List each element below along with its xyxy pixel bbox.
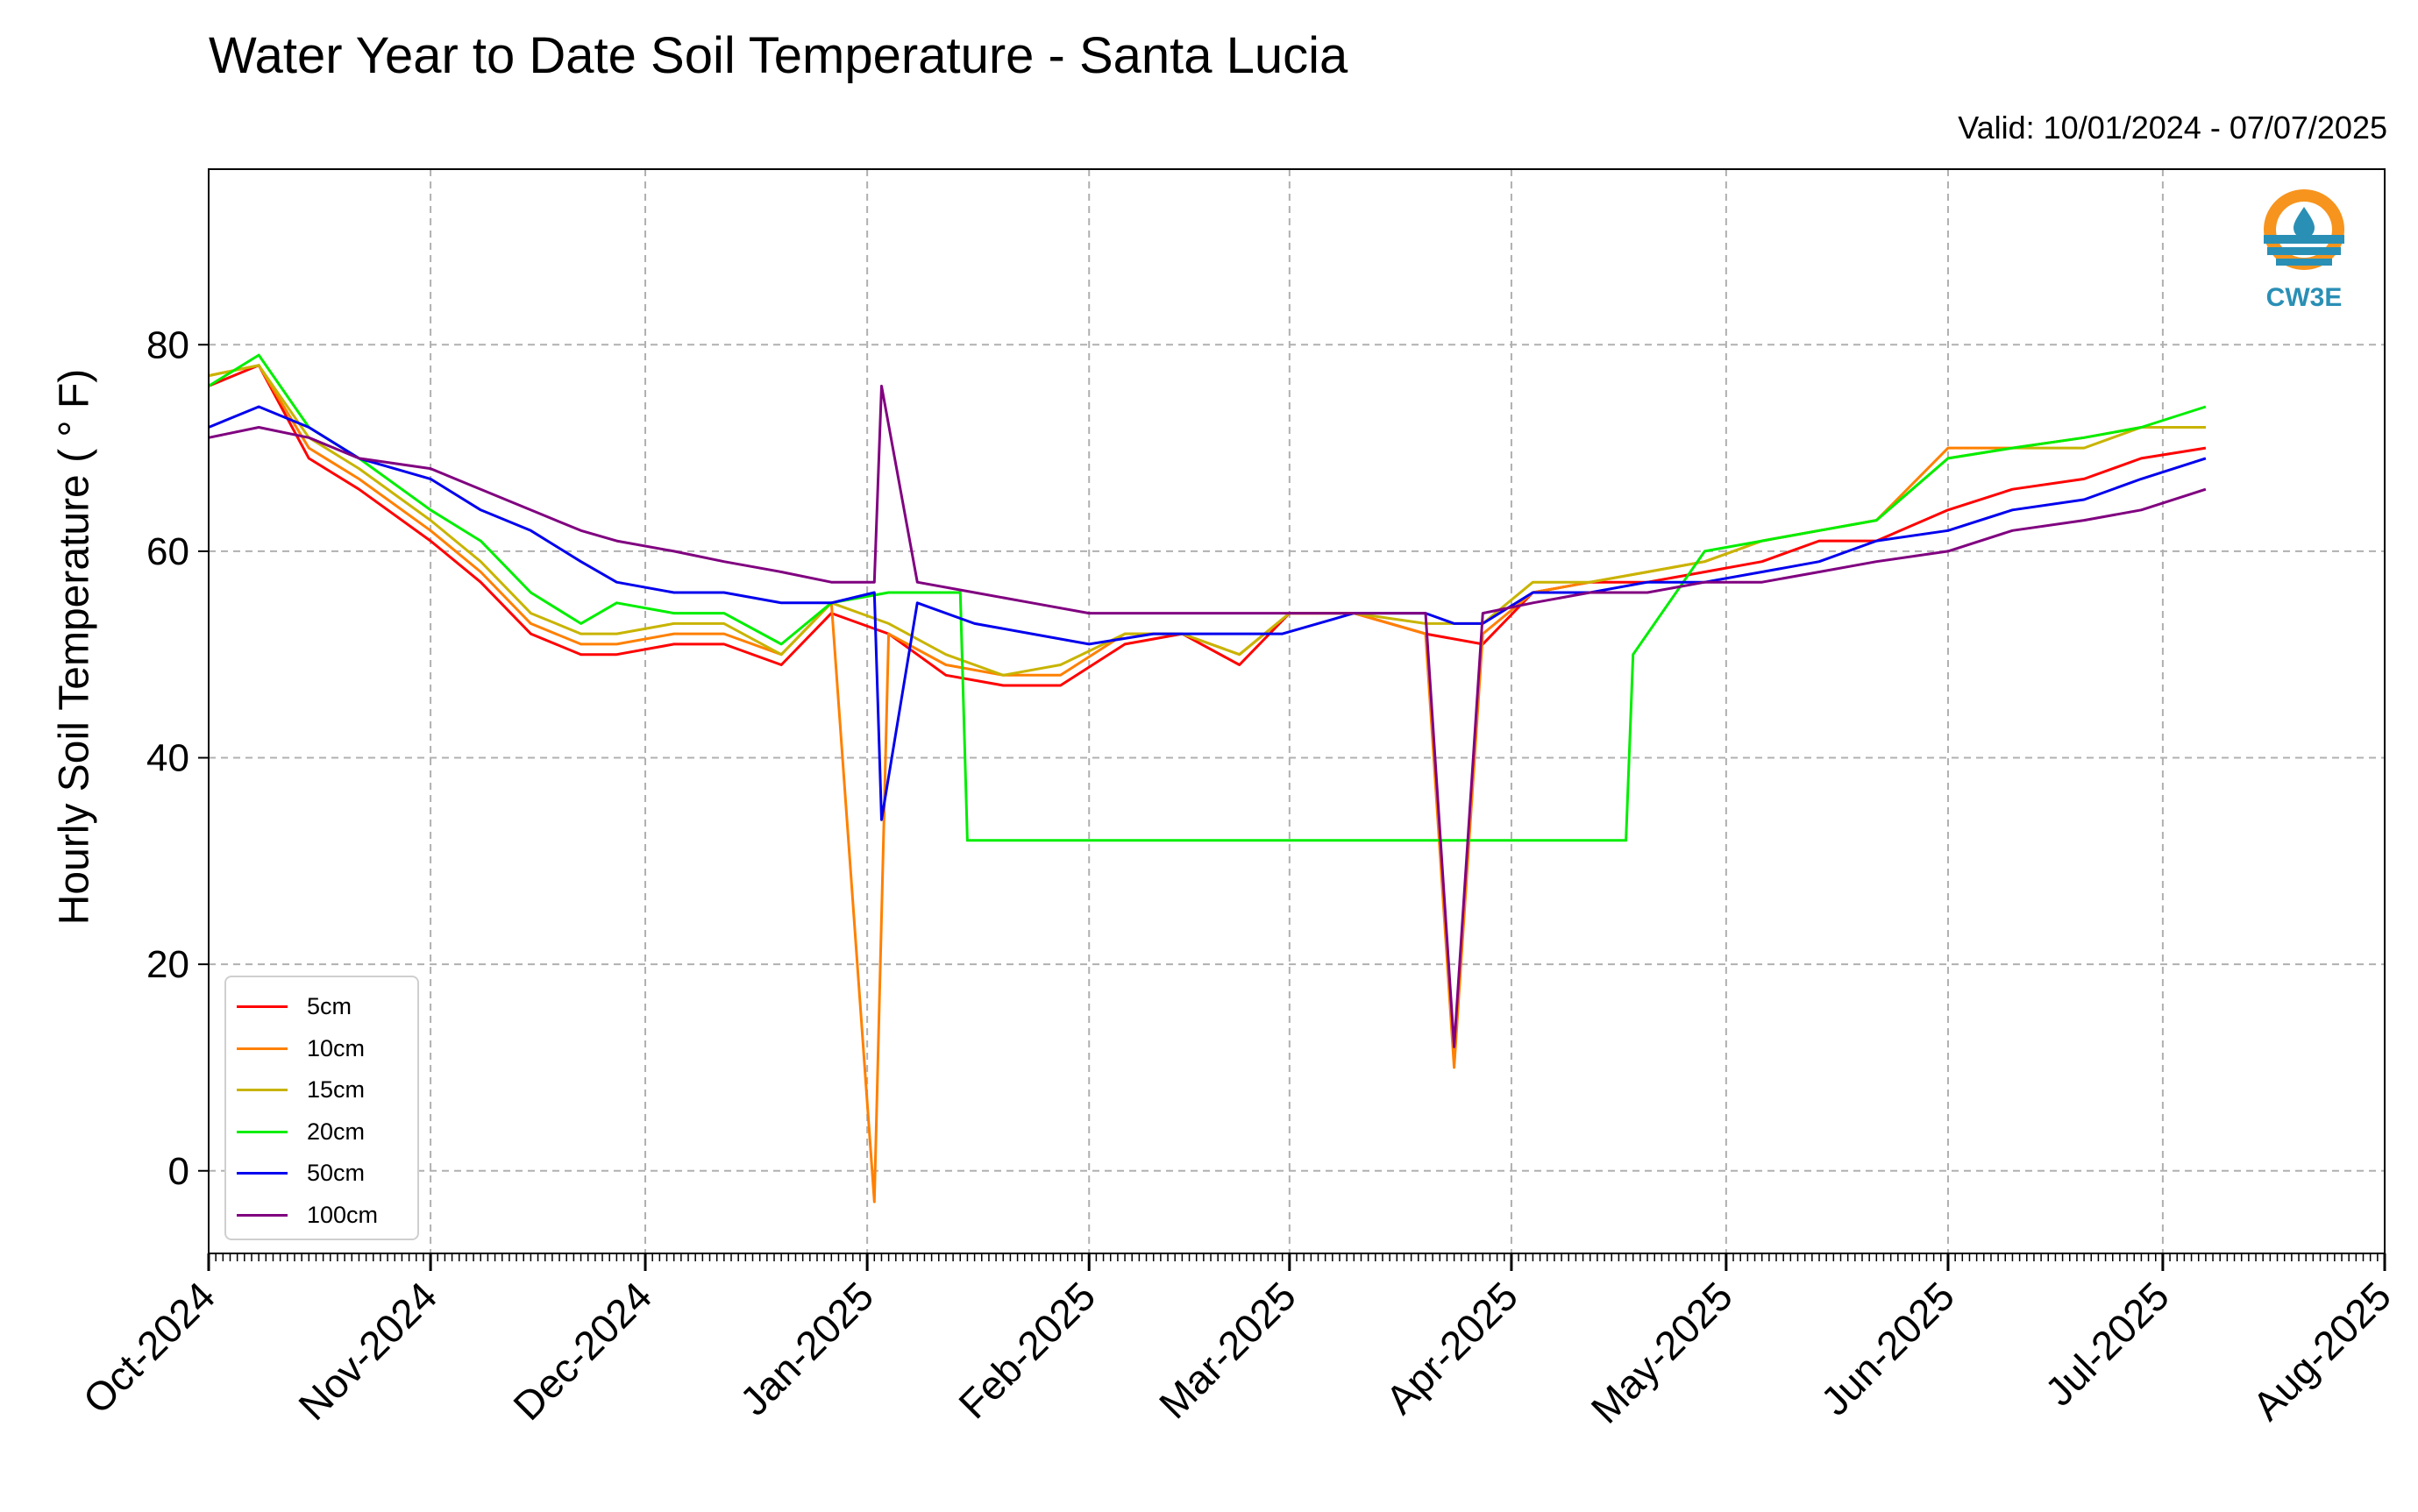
logo-text: CW3E xyxy=(2265,283,2343,312)
x-tick-label: Jan-2025 xyxy=(731,1273,882,1423)
y-tick-label: 60 xyxy=(146,530,189,573)
legend-swatch xyxy=(237,1130,288,1133)
x-tick-label: May-2025 xyxy=(1582,1273,1741,1431)
legend-item: 100cm xyxy=(226,1195,417,1237)
legend-swatch xyxy=(237,1213,288,1217)
legend-item: 5cm xyxy=(226,986,417,1028)
chart-title: Water Year to Date Soil Temperature - Sa… xyxy=(209,27,1348,84)
series-line-50cm xyxy=(208,405,2207,821)
x-tick-label: Feb-2025 xyxy=(949,1273,1104,1427)
legend-item: 10cm xyxy=(226,1028,417,1070)
legend-label: 10cm xyxy=(307,1034,366,1061)
axes-frame xyxy=(208,168,2386,1254)
series-line-20cm xyxy=(208,353,2207,842)
grid xyxy=(208,169,2386,1253)
series-line-10cm xyxy=(208,364,2206,1203)
x-tick-label: Nov-2024 xyxy=(289,1273,445,1429)
series-lines xyxy=(208,353,2207,1203)
axis-ticks: 0 20 40 60 80 Oct-2024 Nov-2024 Dec-2024 Jan-202… xyxy=(75,323,2400,1431)
legend-label: 5cm xyxy=(307,993,352,1020)
water-drop-icon xyxy=(2264,189,2344,270)
legend-swatch xyxy=(237,1005,288,1009)
legend-label: 100cm xyxy=(307,1201,379,1228)
legend-label: 20cm xyxy=(307,1118,366,1145)
legend-item: 15cm xyxy=(226,1069,417,1111)
x-tick-label: Apr-2025 xyxy=(1376,1273,1526,1423)
legend-swatch xyxy=(237,1089,288,1092)
cw3e-logo: CW3E xyxy=(2251,184,2357,316)
legend-item: 20cm xyxy=(226,1111,417,1154)
legend-label: 50cm xyxy=(307,1160,366,1187)
legend-label: 15cm xyxy=(307,1076,366,1104)
x-tick-label: Oct-2024 xyxy=(75,1273,224,1423)
series-line-5cm xyxy=(208,364,2207,687)
x-tick-label: Mar-2025 xyxy=(1150,1273,1305,1427)
legend: 5cm 10cm 15cm 20cm 50cm 100cm xyxy=(224,976,419,1240)
legend-item: 50cm xyxy=(226,1153,417,1195)
legend-swatch xyxy=(237,1172,288,1175)
y-tick-label: 40 xyxy=(146,737,189,780)
y-tick-label: 80 xyxy=(146,323,189,366)
x-tick-label: Dec-2024 xyxy=(504,1273,660,1429)
chart-subtitle: Valid: 10/01/2024 - 07/07/2025 xyxy=(1958,110,2387,146)
series-line-100cm xyxy=(208,384,2207,1048)
y-tick-label: 0 xyxy=(168,1150,189,1193)
x-tick-label: Jun-2025 xyxy=(1812,1273,1963,1423)
x-tick-label: Aug-2025 xyxy=(2244,1273,2400,1429)
y-tick-label: 20 xyxy=(146,943,189,986)
x-tick-label: Jul-2025 xyxy=(2036,1273,2178,1415)
legend-swatch xyxy=(237,1047,288,1050)
